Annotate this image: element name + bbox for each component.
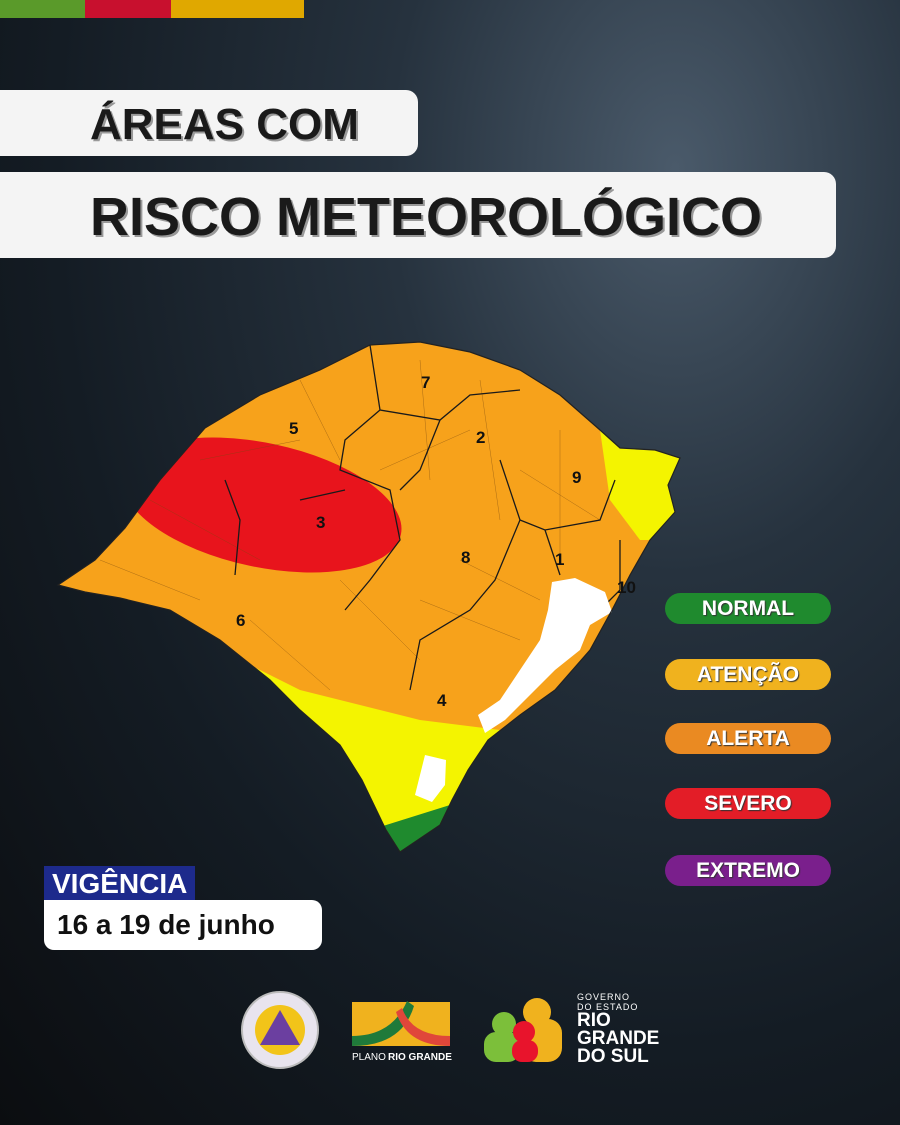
title-line1: ÁREAS COM bbox=[90, 100, 359, 149]
stripe-red bbox=[85, 0, 171, 18]
region-label-7: 7 bbox=[421, 373, 430, 392]
gov-bold-3: DO SUL bbox=[577, 1046, 649, 1067]
validity-label: VIGÊNCIA bbox=[44, 866, 196, 902]
region-borders bbox=[224, 344, 621, 691]
region-label-5: 5 bbox=[289, 419, 298, 438]
region-label-10: 10 bbox=[617, 578, 636, 597]
severo-zone bbox=[122, 437, 402, 573]
gov-small-1: GOVERNO bbox=[577, 992, 631, 1002]
plano-rio-grande-logo: PLANO RIO GRANDE bbox=[352, 1001, 452, 1063]
legend-extremo: EXTREMO bbox=[665, 855, 831, 886]
gov-bold-2: GRANDE bbox=[577, 1028, 660, 1049]
region-label-4: 4 bbox=[437, 691, 447, 710]
region-label-2: 2 bbox=[476, 428, 485, 447]
legend-alerta: ALERTA bbox=[665, 723, 831, 754]
legend-atencao: ATENÇÃO bbox=[665, 659, 831, 690]
region-label-9: 9 bbox=[572, 468, 581, 487]
gov-bold-1: RIO bbox=[577, 1010, 611, 1031]
plano-text-light: PLANO bbox=[352, 1052, 386, 1063]
legend-normal: NORMAL bbox=[665, 593, 831, 624]
gov-small-2: DO ESTADO bbox=[577, 1002, 639, 1012]
plano-text-bold: RIO GRANDE bbox=[388, 1052, 452, 1063]
title-line2: RISCO METEOROLÓGICO bbox=[90, 187, 763, 247]
title-line1-banner: ÁREAS COM bbox=[0, 90, 418, 156]
region-label-3: 3 bbox=[316, 513, 325, 532]
lagoa-mirim bbox=[415, 755, 446, 802]
municipality-borders bbox=[99, 359, 601, 691]
region-label-8: 8 bbox=[461, 548, 470, 567]
stripe-green bbox=[0, 0, 85, 18]
lagoa-dos-patos bbox=[478, 578, 612, 733]
title-line2-banner: RISCO METEOROLÓGICO bbox=[0, 172, 836, 258]
rs-government-text: GOVERNO DO ESTADO RIO GRANDE DO SUL bbox=[577, 992, 659, 1066]
region-label-1: 1 bbox=[555, 550, 564, 569]
region-label-6: 6 bbox=[236, 611, 245, 630]
legend-severo: SEVERO bbox=[665, 788, 831, 819]
casa-militar-defesa-civil-logo bbox=[241, 991, 319, 1069]
rs-government-people-logo bbox=[484, 998, 562, 1062]
validity-dates: 16 a 19 de junho bbox=[44, 900, 322, 950]
stripe-yellow bbox=[171, 0, 304, 18]
normal-zone bbox=[370, 805, 460, 852]
